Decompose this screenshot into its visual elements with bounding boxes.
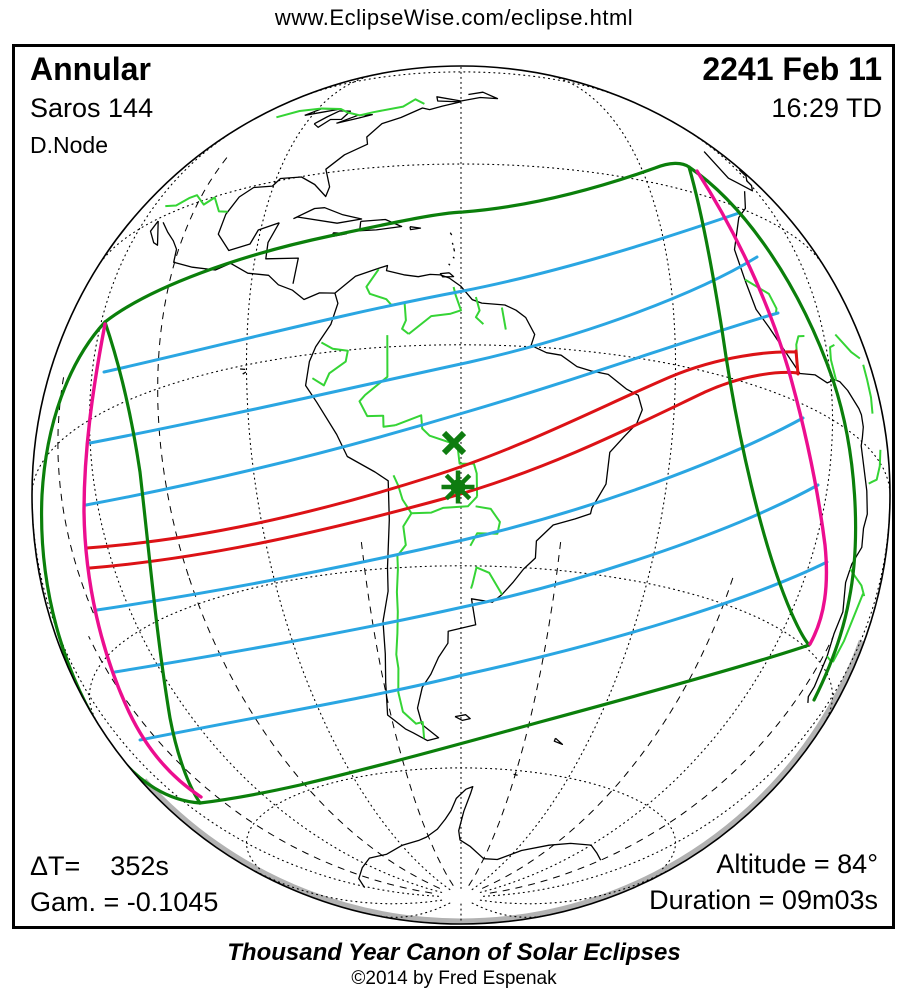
canon-title: Thousand Year Canon of Solar Eclipses	[227, 939, 681, 966]
delta-t-label: ΔT= 352s	[30, 851, 169, 881]
eclipse-markers	[441, 430, 475, 504]
globe-limb	[31, 65, 891, 925]
eclipse-date-label: 2241 Feb 11	[702, 51, 882, 87]
central-path-north-limit	[85, 350, 798, 550]
map-frame	[12, 44, 895, 929]
node-label: D.Node	[30, 132, 108, 158]
sunrise-sunset-curve-west	[82, 322, 203, 799]
magnitude-contour-1	[102, 211, 741, 374]
greatest-duration-marker	[441, 430, 467, 456]
duration-label: Duration = 09m03s	[649, 885, 878, 915]
penumbral-limit-south	[198, 643, 811, 805]
eclipse-type-label: Annular	[30, 51, 151, 87]
graticule-dashed	[57, 154, 834, 894]
graticule-grid	[32, 66, 890, 924]
magnitude-contour-6	[138, 560, 829, 742]
altitude-label: Altitude = 84°	[716, 849, 878, 879]
magnitude-contour-5	[113, 483, 820, 674]
globe-content	[32, 66, 890, 924]
penumbral-limit-west-inner	[103, 320, 202, 805]
penumbral-limit-east-limb	[687, 165, 858, 702]
central-path-end-cap	[794, 349, 800, 376]
sunrise-sunset-curve-east	[695, 169, 829, 646]
magnitude-contour-2	[88, 255, 759, 445]
site-url: www.EclipseWise.com/eclipse.html	[274, 5, 634, 30]
copyright: ©2014 by Fred Espenak	[351, 968, 557, 989]
limb-shading-gray	[142, 639, 864, 924]
saros-label: Saros 144	[30, 93, 154, 123]
magnitude-contour-3	[84, 311, 780, 507]
penumbral-limit-east-inner	[687, 165, 811, 647]
penumbral-limit-north	[103, 161, 691, 324]
penumbral-limit-west-limb	[39, 320, 202, 805]
eclipse-time-label: 16:29 TD	[771, 93, 882, 123]
gamma-label: Gam. = -0.1045	[30, 887, 219, 917]
greatest-eclipse-marker	[441, 470, 475, 504]
magnitude-contour-4	[95, 416, 805, 612]
